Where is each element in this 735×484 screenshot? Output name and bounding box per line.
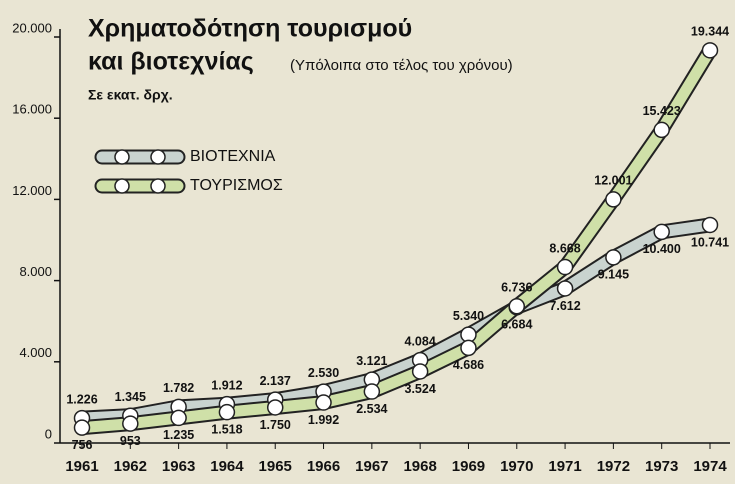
value-label: 19.344 <box>691 25 729 39</box>
value-label: 10.741 <box>691 235 729 249</box>
legend-point <box>150 149 166 165</box>
y-axis-label: Σε εκατ. δρχ. <box>88 87 173 103</box>
value-label: 3.524 <box>405 382 436 396</box>
x-tick-label: 1967 <box>355 458 388 475</box>
x-tick-label: 1966 <box>307 458 340 475</box>
value-label: 6.684 <box>501 318 532 332</box>
value-label: 10.400 <box>643 242 681 256</box>
point <box>218 403 236 421</box>
value-label: 3.121 <box>356 354 387 368</box>
y-tick-label: 16.000 <box>12 102 52 117</box>
y-tick-label: 0 <box>45 426 52 441</box>
x-tick-label: 1971 <box>548 458 581 475</box>
point <box>73 419 91 436</box>
value-label: 7.612 <box>549 299 580 313</box>
x-tick-label: 1970 <box>500 458 533 475</box>
y-tick-label: 20.000 <box>12 20 52 35</box>
point <box>315 394 332 411</box>
value-label: 5.340 <box>453 309 484 323</box>
chart-subtitle: (Υπόλοιπα στο τέλος του χρόνου) <box>290 57 513 74</box>
point <box>605 191 622 208</box>
value-label: 1.750 <box>260 418 291 432</box>
x-tick-label: 1974 <box>693 458 727 475</box>
point <box>508 298 526 315</box>
x-tick-label: 1972 <box>597 458 630 475</box>
value-label: 8.668 <box>549 241 580 255</box>
chart-title: Χρηματοδότηση τουρισμού <box>88 15 412 43</box>
point <box>605 249 622 266</box>
legend-point <box>150 178 166 194</box>
point <box>653 121 670 139</box>
point <box>701 42 719 59</box>
value-label: 1.912 <box>211 378 242 392</box>
value-label: 1.235 <box>163 428 194 442</box>
x-tick-label: 1962 <box>114 458 147 475</box>
point <box>122 415 139 432</box>
value-label: 1.518 <box>211 422 242 436</box>
value-label: 4.084 <box>405 334 436 348</box>
value-label: 2.530 <box>308 366 339 380</box>
value-label: 9.145 <box>598 268 629 282</box>
x-tick-label: 1961 <box>65 458 98 475</box>
y-tick-label: 12.000 <box>12 183 52 198</box>
x-tick-label: 1965 <box>259 458 292 475</box>
legend-point <box>114 149 130 165</box>
legend-point <box>114 178 130 194</box>
value-label: 1.992 <box>308 413 339 427</box>
legend-label: ΤΟΥΡΙΣΜΟΣ <box>190 177 283 194</box>
y-tick-label: 4.000 <box>19 345 52 360</box>
point <box>556 280 574 297</box>
legend-label: ΒΙΟΤΕΧΝΙΑ <box>190 148 276 165</box>
point <box>266 399 284 416</box>
chart-title: και βιοτεχνίας <box>88 48 254 76</box>
value-label: 6.736 <box>501 281 532 295</box>
point <box>363 383 381 400</box>
y-tick-label: 8.000 <box>19 264 52 279</box>
point <box>170 409 187 427</box>
x-tick-label: 1973 <box>645 458 678 475</box>
value-label: 12.001 <box>594 174 632 188</box>
value-label: 953 <box>120 434 141 448</box>
value-label: 15.423 <box>643 104 681 118</box>
value-label: 756 <box>72 438 93 452</box>
point <box>460 339 477 357</box>
x-tick-label: 1968 <box>403 458 436 475</box>
point <box>653 223 670 241</box>
value-label: 2.534 <box>356 402 387 416</box>
point <box>701 216 719 234</box>
x-tick-label: 1963 <box>162 458 195 475</box>
value-label: 1.226 <box>66 392 97 406</box>
point <box>556 258 574 276</box>
value-label: 2.137 <box>260 374 291 388</box>
value-label: 4.686 <box>453 358 484 372</box>
value-label: 1.782 <box>163 381 194 395</box>
point <box>411 363 429 380</box>
x-tick-label: 1964 <box>210 458 244 475</box>
value-label: 1.345 <box>115 390 146 404</box>
x-tick-label: 1969 <box>452 458 485 475</box>
